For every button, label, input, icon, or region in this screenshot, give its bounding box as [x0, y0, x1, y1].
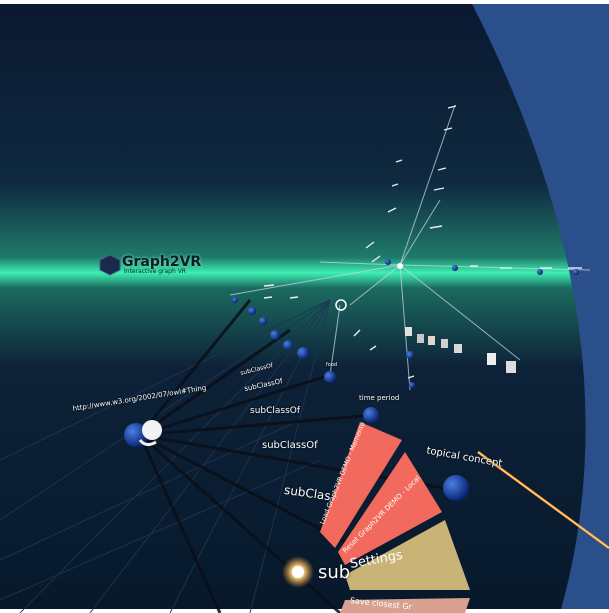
menu-item-reset-local-bg — [338, 452, 442, 565]
edge-label-subclassof-3[interactable]: subClassOf — [262, 440, 318, 451]
logo-cube-icon — [99, 254, 121, 276]
node-label-food[interactable]: food — [326, 362, 338, 368]
node-label-time-period[interactable]: time period — [359, 394, 400, 402]
app-logo-subtitle: Interactive graph VR — [124, 268, 186, 275]
menu-item-settings-bg — [345, 520, 470, 590]
distant-nodes — [124, 259, 579, 501]
app-logo-title: Graph2VR — [122, 254, 202, 270]
menu-item-save-closest-bg — [340, 598, 470, 613]
floor-grid — [0, 299, 331, 613]
distant-labels — [263, 105, 582, 379]
thing-node-icon — [138, 420, 162, 447]
radial-menu — [320, 422, 470, 613]
pointer-edge-label: sub — [318, 562, 351, 583]
image-thumbnails — [405, 327, 516, 373]
environment-dome — [470, 0, 609, 613]
edge-label-subclassof-2[interactable]: subClassOf — [250, 406, 301, 416]
menu-item-load-memento-bg — [320, 422, 402, 548]
